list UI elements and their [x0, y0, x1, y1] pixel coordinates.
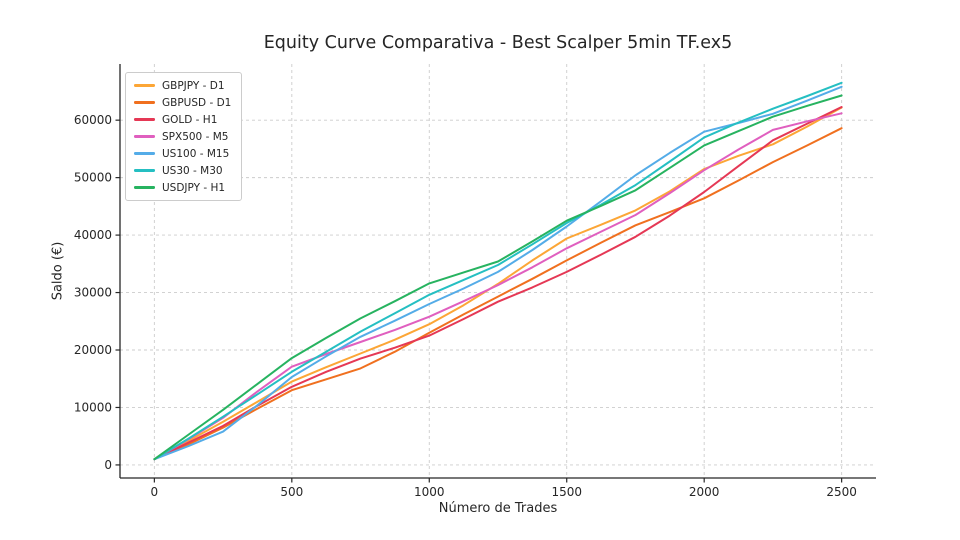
- series-line-us100: [153, 85, 843, 461]
- y-tick-label: 30000: [74, 286, 112, 300]
- x-tick-label: 1500: [551, 485, 582, 499]
- series-line-gold: [153, 106, 843, 461]
- legend-color-swatch: [134, 169, 155, 172]
- series-line-usdjpy: [153, 94, 843, 461]
- legend-item-us30: US30 - M30: [134, 164, 231, 177]
- legend-label: SPX500 - M5: [162, 130, 229, 143]
- x-axis-label: Número de Trades: [438, 501, 558, 516]
- legend-color-swatch: [134, 118, 155, 121]
- y-tick-label: 50000: [74, 171, 112, 185]
- series-line-us30: [153, 81, 843, 461]
- y-tick-label: 60000: [74, 113, 112, 127]
- legend-label: GBPUSD - D1: [162, 96, 232, 109]
- legend-label: US30 - M30: [162, 164, 223, 177]
- legend-label: US100 - M15: [162, 147, 230, 160]
- legend-label: GOLD - H1: [162, 113, 218, 126]
- x-tick-label: 2000: [689, 485, 720, 499]
- legend-color-swatch: [134, 135, 155, 138]
- legend-label: USDJPY - H1: [162, 181, 226, 194]
- legend-item-gbpjpy: GBPJPY - D1: [134, 79, 231, 92]
- y-tick-label: 40000: [74, 228, 112, 242]
- x-tick-label: 2500: [826, 485, 857, 499]
- legend: GBPJPY - D1 GBPUSD - D1 GOLD - H1 SPX500 - …: [125, 72, 243, 201]
- series-line-spx500: [153, 112, 843, 461]
- series-line-gbpusd: [153, 127, 843, 461]
- legend-item-gbpusd: GBPUSD - D1: [134, 96, 231, 109]
- legend-item-usdjpy: USDJPY - H1: [134, 181, 231, 194]
- x-tick-label: 500: [280, 485, 303, 499]
- legend-color-swatch: [134, 101, 155, 104]
- legend-color-swatch: [134, 186, 155, 189]
- x-tick-label: 0: [151, 485, 159, 499]
- legend-color-swatch: [134, 84, 155, 87]
- legend-color-swatch: [134, 152, 155, 155]
- y-tick-label: 10000: [74, 400, 112, 414]
- legend-item-spx500: SPX500 - M5: [134, 130, 231, 143]
- chart-title: Equity Curve Comparativa - Best Scalper …: [263, 33, 733, 53]
- y-tick-label: 0: [104, 458, 112, 472]
- legend-label: GBPJPY - D1: [162, 79, 225, 92]
- y-tick-label: 20000: [74, 343, 112, 357]
- x-tick-label: 1000: [414, 485, 445, 499]
- legend-item-gold: GOLD - H1: [134, 113, 231, 126]
- legend-item-us100: US100 - M15: [134, 147, 231, 160]
